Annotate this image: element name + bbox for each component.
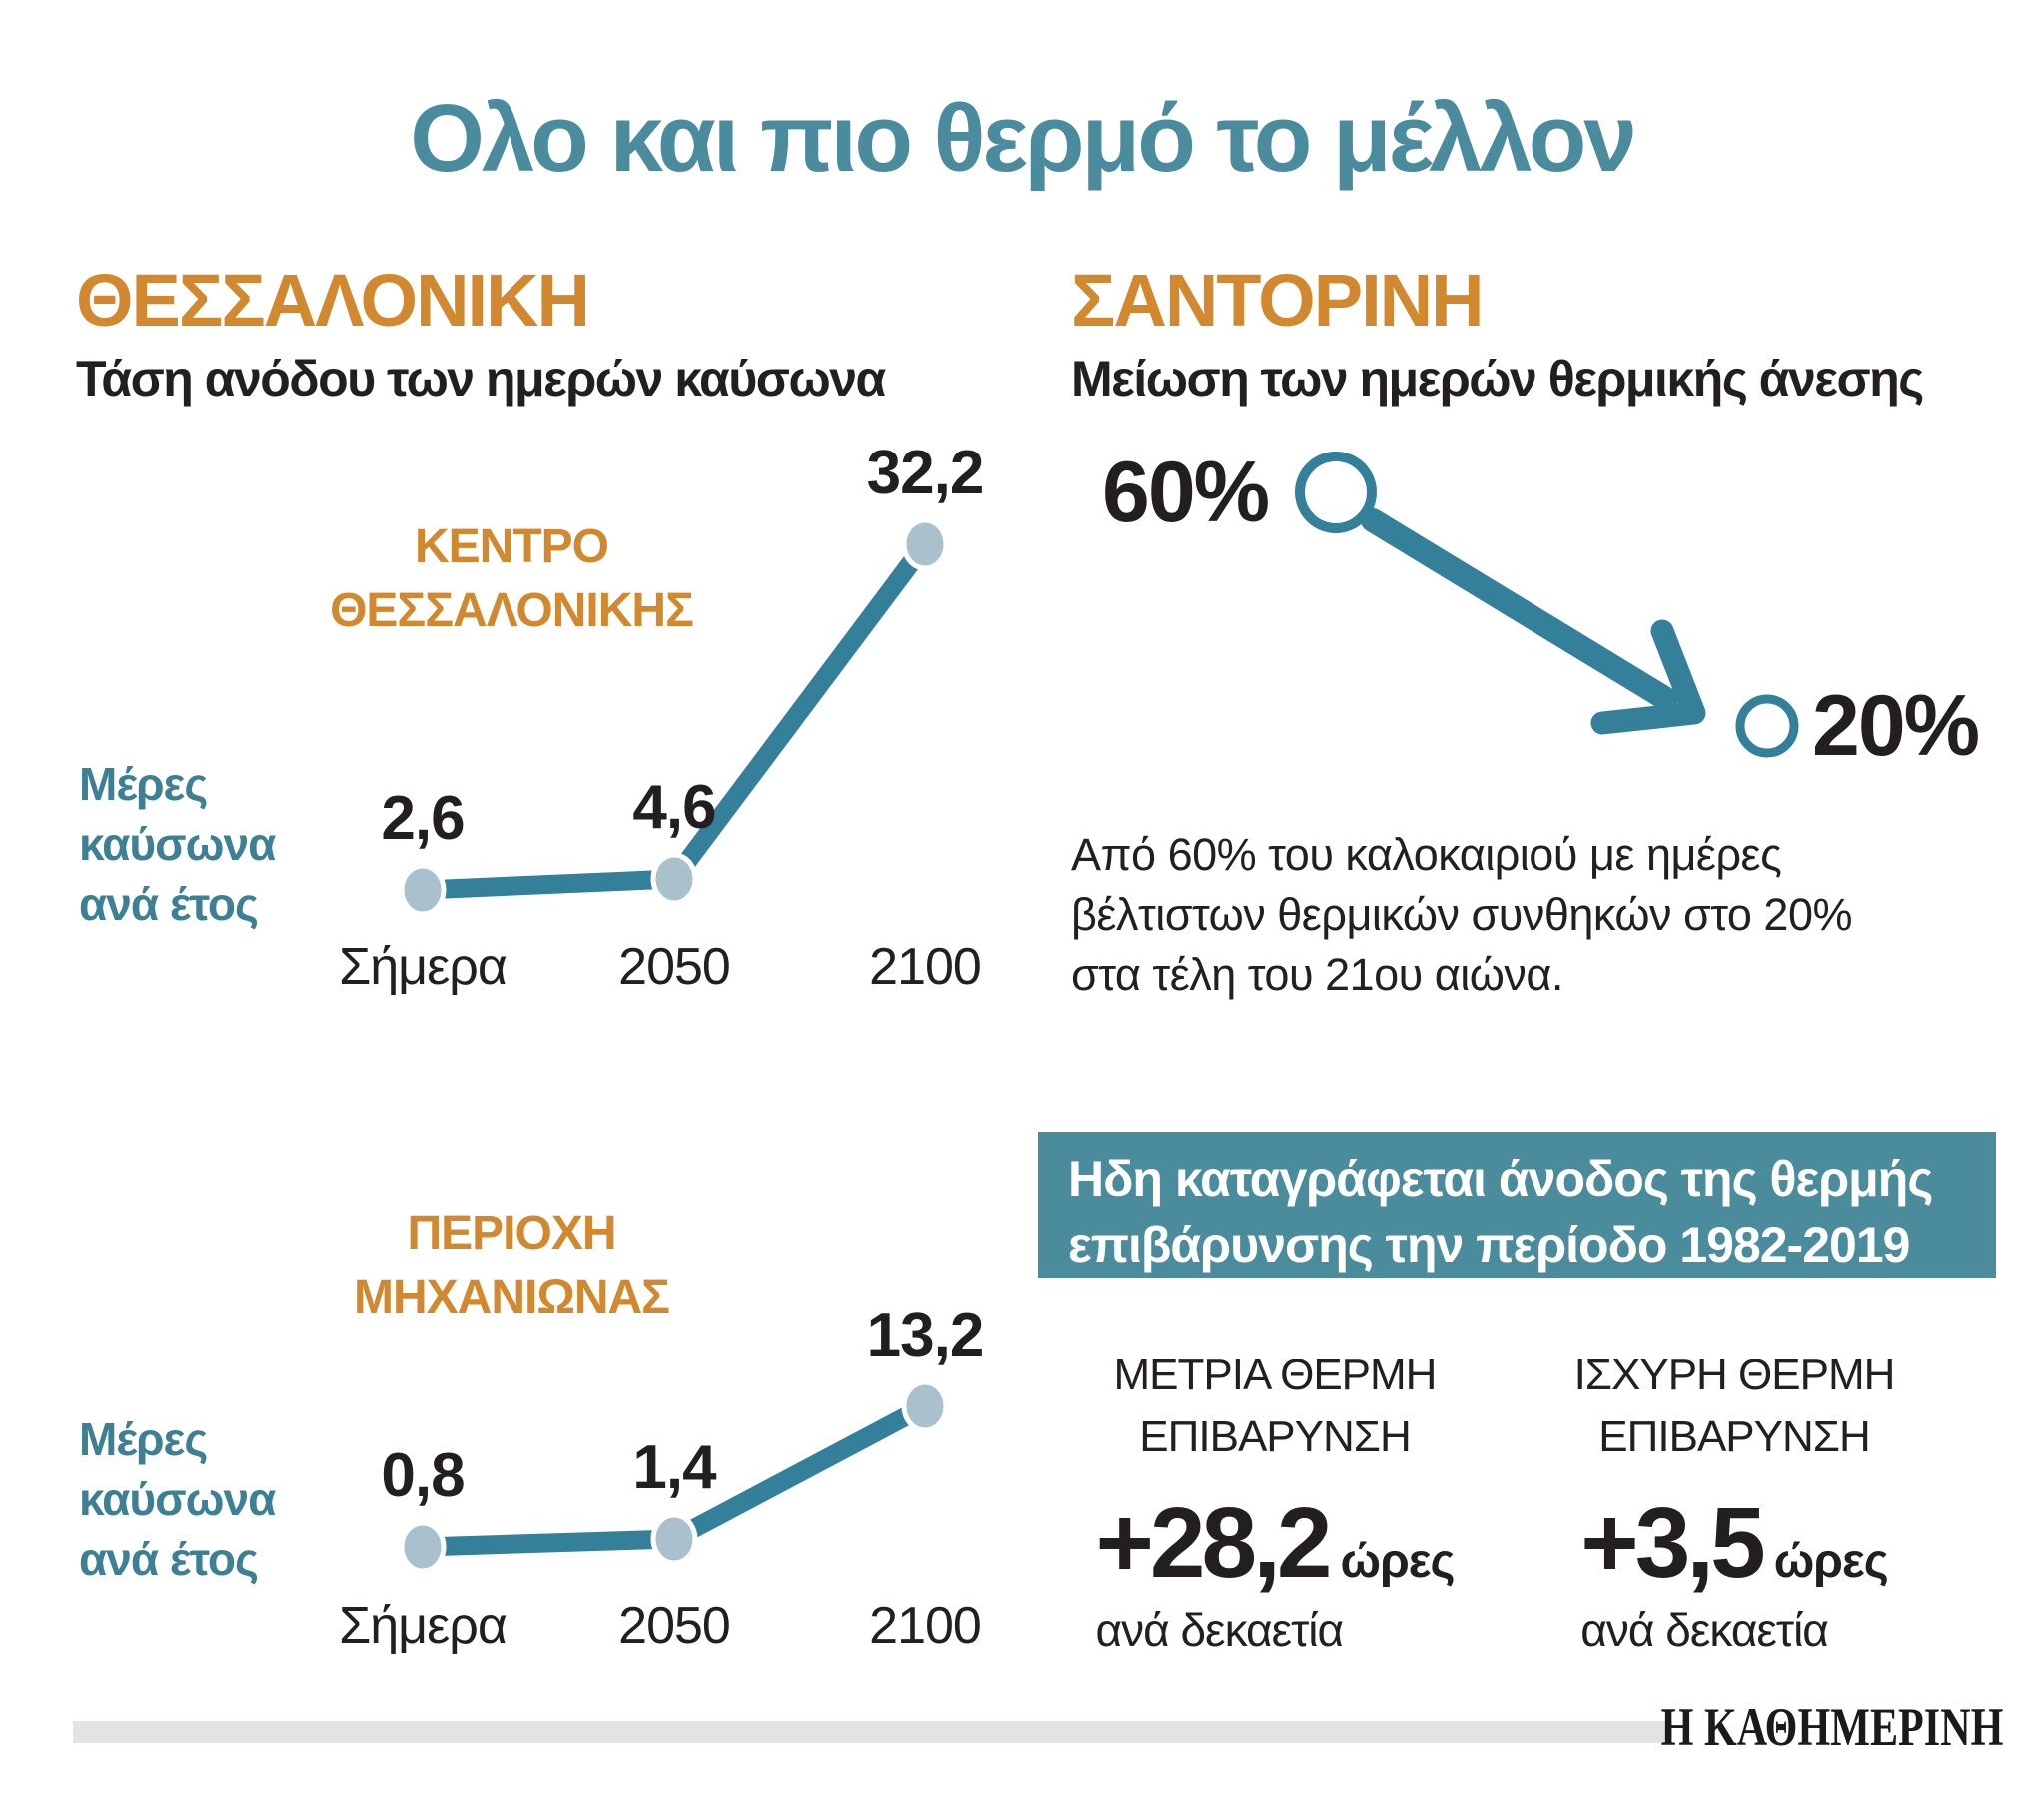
stat2-label: ΙΣΧΥΡΗ ΘΕΡΜΗ ΕΠΙΒΑΡΥΝΣΗ [1534,1345,1934,1467]
banner-line2: επιβάρυνσης την περίοδο 1982-2019 [1068,1217,1910,1273]
chart1-title: ΚΕΝΤΡΟ ΘΕΣΣΑΛΟΝΙΚΗΣ [262,515,761,643]
section-heading-thessaloniki: ΘΕΣΣΑΛΟΝΙΚΗ [76,259,590,342]
data-point-dot [901,517,949,571]
data-point-dot [650,852,698,906]
santorini-trend-group [1295,452,1799,758]
end-value-circle [1735,694,1799,758]
stat2-label-line2: ΕΠΙΒΑΡΥΝΣΗ [1598,1411,1871,1461]
ylabel-line: καύσωνα [79,1472,276,1525]
stat1-per: ανά δεκαετία [1095,1604,1344,1657]
stat2-per: ανά δεκαετία [1580,1604,1829,1657]
category-label: 2050 [618,938,731,996]
value-label: 4,6 [632,773,716,842]
stat1-label-line2: ΕΠΙΒΑΡΥΝΣΗ [1139,1411,1412,1461]
section-heading-santorini: ΣΑΝΤΟΡΙΝΗ [1071,259,1485,342]
chart2-title-line2: ΜΗΧΑΝΙΩΝΑΣ [354,1270,670,1324]
kathimerini-logo: Η ΚΑΘΗΜΕΡΙΝΗ [1660,1697,2003,1757]
stat2-label-line1: ΙΣΧΥΡΗ ΘΕΡΜΗ [1573,1351,1896,1399]
category-label: 2050 [618,1597,731,1655]
section-subheading-santorini: Μείωση των ημερών θερμικής άνεσης [1071,351,1924,407]
category-label: 2100 [869,1597,982,1655]
stat1-unit: ώρες [1340,1535,1456,1589]
data-point-dot [901,1379,949,1433]
chart2-title-line1: ΠΕΡΙΟΧΗ [407,1207,616,1260]
ylabel-line: ανά έτος [79,877,259,930]
chart1-ylabel: Μέρες καύσωνα ανά έτος [79,755,276,934]
stat1-label-line1: ΜΕΤΡΙΑ ΘΕΡΜΗ [1113,1351,1438,1399]
data-point-dot [650,1512,698,1566]
chart2-title: ΠΕΡΙΟΧΗ ΜΗΧΑΝΙΩΝΑΣ [262,1202,761,1330]
data-point-dot [399,1520,447,1574]
start-value-circle [1295,452,1377,533]
stat1-label: ΜΕΤΡΙΑ ΘΕΡΜΗ ΕΠΙΒΑΡΥΝΣΗ [1055,1345,1495,1467]
stat1-value: +28,2 [1095,1487,1332,1600]
value-label: 32,2 [866,439,985,507]
stat2-unit: ώρες [1773,1535,1889,1589]
value-label: 2,6 [381,784,465,853]
stat-strong-heat-stress: ΙΣΧΥΡΗ ΘΕΡΜΗ ΕΠΙΒΑΡΥΝΣΗ +3,5 ώρες ανά δε… [1534,1345,1934,1657]
value-label: 13,2 [866,1301,985,1369]
category-label: Σήμερα [339,1597,508,1655]
banner-line1: Ηδη καταγράφεται άνοδος της θερμής [1068,1151,1933,1207]
ylabel-line: Μέρες [79,758,208,810]
chart2-ylabel: Μέρες καύσωνα ανά έτος [79,1410,276,1589]
ylabel-line: Μέρες [79,1413,208,1465]
ylabel-line: ανά έτος [79,1532,259,1585]
chart1-title-line2: ΘΕΣΣΑΛΟΝΙΚΗΣ [330,583,694,637]
value-label: 1,4 [632,1433,716,1502]
ylabel-line: καύσωνα [79,817,276,870]
category-label: Σήμερα [339,938,508,996]
stat2-value: +3,5 [1580,1487,1765,1600]
line-charts-group [399,517,949,1574]
chart1-title-line1: ΚΕΝΤΡΟ [414,520,609,573]
data-point-dot [399,863,447,917]
stat1-figure: +28,2 ώρες ανά δεκαετία [1095,1487,1456,1657]
value-label: 0,8 [381,1441,465,1510]
section-subheading-thessaloniki: Τάση ανόδου των ημερών καύσωνα [76,351,886,407]
end-percentage: 20% [1812,678,1980,774]
santorini-description: Από 60% του καλοκαιριού με ημέρες βέλτισ… [1071,829,1853,1000]
category-label: 2100 [869,938,982,996]
page-title: Ολο και πιο θερμό το μέλλον [410,85,1636,192]
footer-divider [73,1721,1672,1743]
stat2-value-row: +3,5 ώρες [1580,1487,1889,1600]
trend-arrow-shaft [1361,508,1678,711]
start-percentage: 60% [1102,445,1270,540]
stat1-value-row: +28,2 ώρες [1095,1487,1456,1600]
highlight-banner: Ηδη καταγράφεται άνοδος της θερμής επιβά… [1038,1132,1996,1278]
stat2-figure: +3,5 ώρες ανά δεκαετία [1580,1487,1889,1657]
trend-arrow-head [1590,619,1706,735]
stat-moderate-heat-stress: ΜΕΤΡΙΑ ΘΕΡΜΗ ΕΠΙΒΑΡΥΝΣΗ +28,2 ώρες ανά δ… [1055,1345,1495,1657]
